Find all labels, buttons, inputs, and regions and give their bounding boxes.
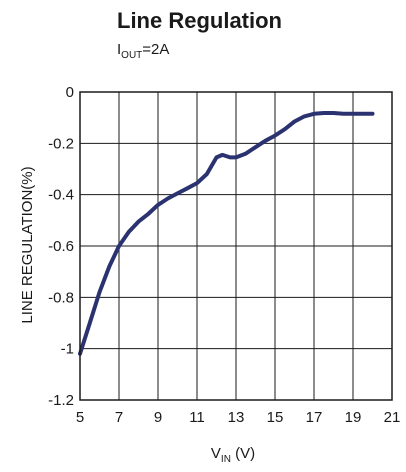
y-tick-label: -0.6 xyxy=(48,238,74,255)
chart-subtitle: IOUT=2A xyxy=(117,41,169,61)
y-tick-label: -1.2 xyxy=(48,392,74,409)
y-tick-label: -0.4 xyxy=(48,187,74,204)
chart-title: Line Regulation xyxy=(117,8,282,33)
y-axis-label: LINE REGULATION(%) xyxy=(19,166,36,323)
y-tick-label: -0.2 xyxy=(48,135,74,152)
series-line xyxy=(80,113,373,354)
x-axis-label: VIN (V) xyxy=(211,445,255,465)
x-tick-label: 19 xyxy=(345,409,362,426)
x-tick-label: 5 xyxy=(76,409,84,426)
grid-lines xyxy=(80,92,392,400)
x-tick-label: 13 xyxy=(228,409,245,426)
y-tick-label: -0.8 xyxy=(48,289,74,306)
x-tick-label: 17 xyxy=(306,409,323,426)
x-tick-label: 9 xyxy=(154,409,162,426)
x-tick-label: 21 xyxy=(384,409,401,426)
y-tick-label: 0 xyxy=(66,84,74,101)
x-tick-label: 11 xyxy=(189,409,205,426)
x-tick-label: 15 xyxy=(267,409,284,426)
y-tick-label: -1 xyxy=(61,341,74,358)
x-tick-label: 7 xyxy=(115,409,123,426)
tick-labels: 5 7 9 11 13 15 17 19 21 0 -0.2 -0.4 -0.6 -0.8 -1 -1.2 xyxy=(48,84,400,426)
